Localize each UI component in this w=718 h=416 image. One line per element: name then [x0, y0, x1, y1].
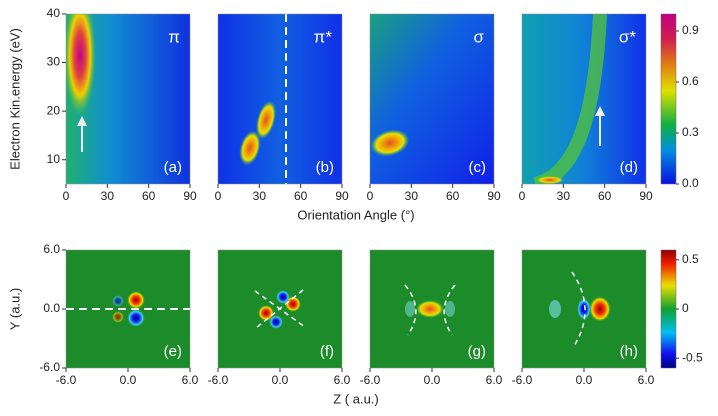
x-tick-label: 6.0: [182, 373, 199, 387]
x-tick-label: 0.0: [424, 373, 441, 387]
panel-label: (a): [164, 159, 182, 176]
x-tick-label: 60: [142, 189, 156, 203]
colorbar-tick-label: 0: [682, 301, 689, 315]
panel-symbol: σ*: [619, 27, 636, 46]
panel-frame: [217, 13, 343, 185]
x-tick-label: -6.0: [512, 373, 533, 387]
x-tick-label: 90: [487, 189, 501, 203]
x-tick-label: 0: [519, 189, 526, 203]
panel-label: (h): [620, 343, 638, 360]
y-axis-label: Y (a.u.): [7, 288, 22, 330]
x-tick-label: 6.0: [334, 373, 351, 387]
colorbar-tick-label: 0.0: [682, 176, 699, 190]
x-tick-label: 30: [253, 189, 267, 203]
x-tick-label: 90: [335, 189, 349, 203]
y-tick-label: 0.0: [43, 301, 60, 315]
x-tick-label: 30: [557, 189, 571, 203]
panel-label: (e): [164, 343, 182, 360]
panel-frame: [65, 13, 191, 185]
x-tick-label: 90: [183, 189, 197, 203]
colorbar-tick-label: 0.9: [682, 23, 699, 37]
x-tick-label: 90: [639, 189, 653, 203]
x-tick-label: -6.0: [56, 373, 77, 387]
x-tick-label: 0.0: [120, 373, 137, 387]
colorbar-tick-label: 0.5: [682, 252, 699, 266]
x-tick-label: 0: [367, 189, 374, 203]
y-tick-label: 10: [47, 152, 61, 166]
field-images: [66, 14, 646, 368]
panel-symbol: σ: [474, 27, 485, 46]
x-tick-label: 0.0: [272, 373, 289, 387]
panel-label: (f): [320, 343, 334, 360]
panel-label: (g): [468, 343, 486, 360]
x-tick-label: 60: [446, 189, 460, 203]
x-tick-label: 6.0: [486, 373, 503, 387]
x-tick-label: 60: [294, 189, 308, 203]
x-tick-label: 30: [405, 189, 419, 203]
panel-label: (b): [316, 159, 334, 176]
y-tick-label: 40: [47, 6, 61, 20]
panel-frame: [369, 13, 495, 185]
colorbar: [660, 13, 677, 185]
x-tick-label: 0.0: [576, 373, 593, 387]
colorbar-tick-label: -0.5: [682, 350, 703, 364]
y-tick-label: 30: [47, 55, 61, 69]
panel-label: (d): [620, 159, 638, 176]
y-tick-label: 20: [47, 103, 61, 117]
y-axis-label: Electron Kin.energy (eV): [7, 28, 22, 170]
x-tick-label: -6.0: [208, 373, 229, 387]
x-tick-label: 30: [101, 189, 115, 203]
colorbar-tick-label: 0.6: [682, 74, 699, 88]
x-axis-label: Orientation Angle (°): [297, 207, 414, 222]
x-tick-label: 6.0: [638, 373, 655, 387]
x-tick-label: 0: [63, 189, 70, 203]
y-tick-label: 6.0: [43, 242, 60, 256]
x-tick-label: 60: [598, 189, 612, 203]
panel-symbol: π*: [314, 27, 333, 46]
panel-frame: [521, 13, 647, 185]
panel-symbol: π: [168, 27, 180, 46]
y-tick-label: -6.0: [39, 360, 60, 374]
colorbar-tick-label: 0.3: [682, 125, 699, 139]
x-tick-label: -6.0: [360, 373, 381, 387]
colorbar: [660, 249, 677, 369]
x-axis-label: Z ( a.u.): [333, 391, 379, 406]
x-tick-label: 0: [215, 189, 222, 203]
panel-label: (c): [469, 159, 487, 176]
